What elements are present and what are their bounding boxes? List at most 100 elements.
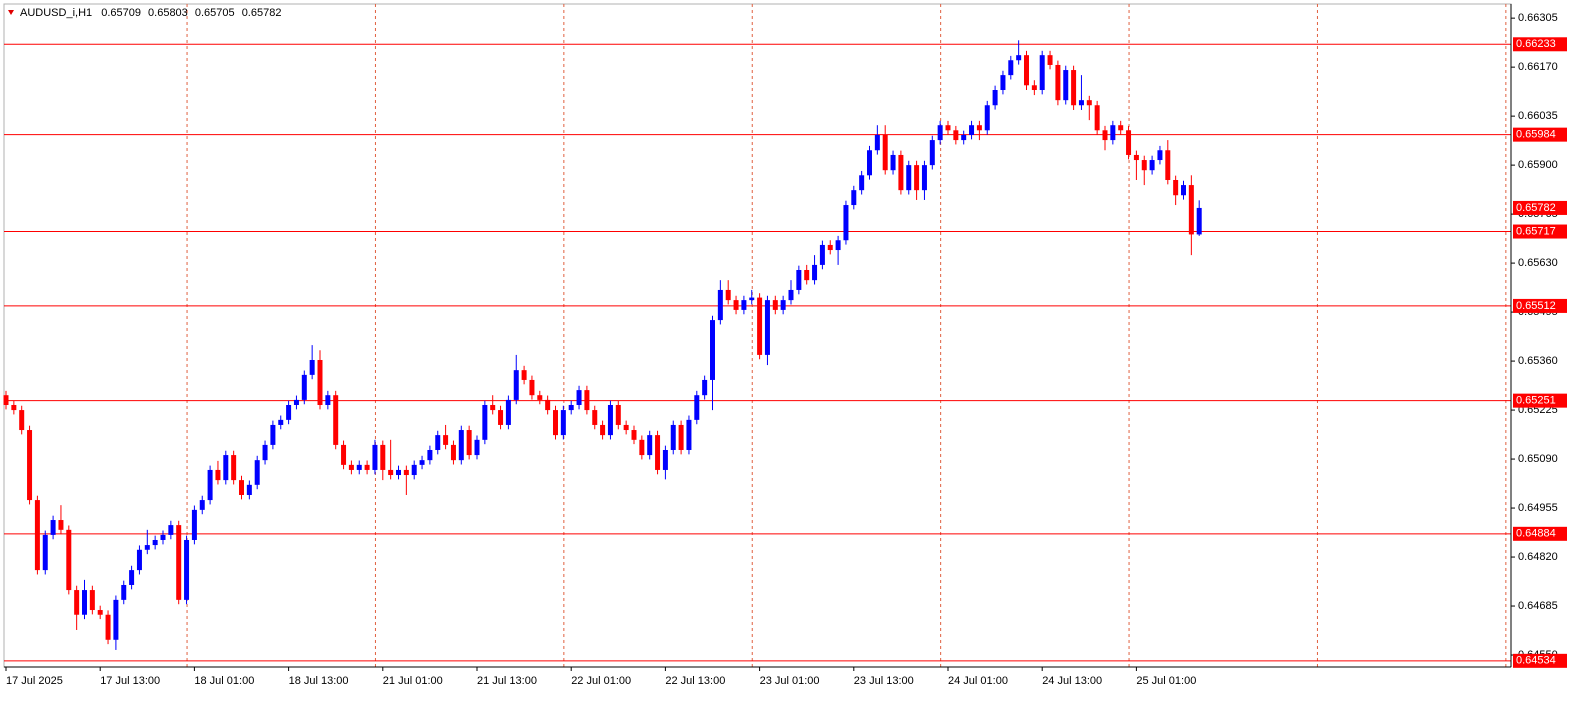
candle-body xyxy=(3,395,9,405)
x-tick-label: 22 Jul 13:00 xyxy=(665,675,725,687)
level-label: 0.65251 xyxy=(1516,395,1556,407)
candle-body xyxy=(97,610,103,615)
candle-body xyxy=(1055,64,1061,101)
candle-body xyxy=(827,244,833,251)
candle-body xyxy=(843,205,849,241)
candle-body xyxy=(301,374,307,400)
candle-body xyxy=(1094,105,1100,131)
candle-body xyxy=(607,404,613,436)
candle-body xyxy=(513,370,519,400)
candle-body xyxy=(1196,207,1202,235)
candle-body xyxy=(239,480,244,495)
candle-body xyxy=(906,165,912,191)
price-label-box xyxy=(1513,200,1567,215)
candle-body xyxy=(639,439,645,456)
candle-body xyxy=(309,359,315,375)
candle-body xyxy=(749,297,755,301)
candle-body xyxy=(1149,160,1155,171)
level-label: 0.65717 xyxy=(1516,225,1556,237)
price-label: 0.65782 xyxy=(1516,202,1556,214)
symbol-header: AUDUSD_i,H1 0.65709 0.65803 0.65705 0.65… xyxy=(20,7,281,19)
candle-body xyxy=(890,154,896,171)
candle-body xyxy=(152,539,158,546)
candle-body xyxy=(443,435,449,445)
candle-body xyxy=(58,520,64,530)
candle-body xyxy=(710,320,715,380)
candle-body xyxy=(647,435,653,456)
candle-body xyxy=(1102,130,1108,141)
y-tick-label: 0.65360 xyxy=(1518,355,1558,367)
y-tick-label: 0.66170 xyxy=(1518,61,1558,73)
high: 0.65803 xyxy=(148,7,188,19)
candle-body xyxy=(867,150,872,176)
candle-body xyxy=(348,464,354,470)
candle-body xyxy=(191,509,197,540)
candle-body xyxy=(1031,85,1037,91)
candle-body xyxy=(733,300,739,310)
x-tick-label: 23 Jul 01:00 xyxy=(760,675,820,687)
x-tick-label: 22 Jul 01:00 xyxy=(571,675,631,687)
candle-body xyxy=(772,300,778,310)
candle-body xyxy=(851,190,857,206)
candle-body xyxy=(584,390,590,411)
candle-body xyxy=(427,449,433,461)
level-label: 0.65512 xyxy=(1516,300,1556,312)
candle-body xyxy=(576,390,582,405)
candle-body xyxy=(380,444,386,470)
candle-body xyxy=(207,469,213,501)
candle-body xyxy=(341,444,347,465)
candle-body xyxy=(600,424,606,436)
candle-body xyxy=(74,590,80,615)
candle-body xyxy=(286,404,292,420)
x-tick-label: 21 Jul 01:00 xyxy=(383,675,443,687)
candle-body xyxy=(505,399,511,425)
candle-body xyxy=(396,469,401,476)
candle-body xyxy=(1118,125,1124,131)
candle-body xyxy=(356,464,362,470)
x-tick-label: 21 Jul 13:00 xyxy=(477,675,537,687)
candle-body xyxy=(121,584,127,600)
x-tick-label: 23 Jul 13:00 xyxy=(854,675,914,687)
close: 0.65782 xyxy=(242,7,282,19)
x-tick-label: 24 Jul 13:00 xyxy=(1042,675,1102,687)
candle-body xyxy=(419,460,425,465)
y-tick-label: 0.65630 xyxy=(1518,257,1558,269)
candle-body xyxy=(717,289,723,321)
candle-body xyxy=(969,125,975,136)
candle-body xyxy=(757,297,763,355)
level-label: 0.66233 xyxy=(1516,38,1556,50)
candle-body xyxy=(136,549,142,571)
candle-body xyxy=(945,125,951,131)
y-tick-label: 0.66035 xyxy=(1518,110,1558,122)
candle-body xyxy=(694,395,700,420)
candle-body xyxy=(937,125,943,141)
candle-body xyxy=(1157,150,1163,161)
candle-body xyxy=(89,590,95,611)
candle-body xyxy=(670,424,676,450)
candle-body xyxy=(725,289,731,301)
candle-body xyxy=(560,410,566,436)
y-tick-label: 0.64820 xyxy=(1518,551,1558,563)
x-tick-label: 17 Jul 13:00 xyxy=(100,675,160,687)
candle-body xyxy=(1110,125,1116,141)
candle-body xyxy=(246,484,252,495)
candle-body xyxy=(388,469,394,476)
candle-body xyxy=(898,154,904,191)
candle-body xyxy=(223,455,229,481)
candle-body xyxy=(874,135,880,151)
candle-body xyxy=(333,395,339,445)
candles-layer xyxy=(3,40,1202,650)
level-label-box xyxy=(1513,653,1567,668)
candle-body xyxy=(19,410,25,431)
candle-body xyxy=(215,469,221,481)
candle-body xyxy=(262,444,268,461)
candle-body xyxy=(686,419,692,450)
level-label: 0.65984 xyxy=(1516,129,1556,141)
candle-body xyxy=(199,500,205,510)
x-tick-label: 18 Jul 13:00 xyxy=(289,675,349,687)
candle-body xyxy=(529,379,535,396)
candle-body xyxy=(317,359,323,405)
candle-body xyxy=(1181,185,1186,196)
candle-body xyxy=(976,125,982,131)
